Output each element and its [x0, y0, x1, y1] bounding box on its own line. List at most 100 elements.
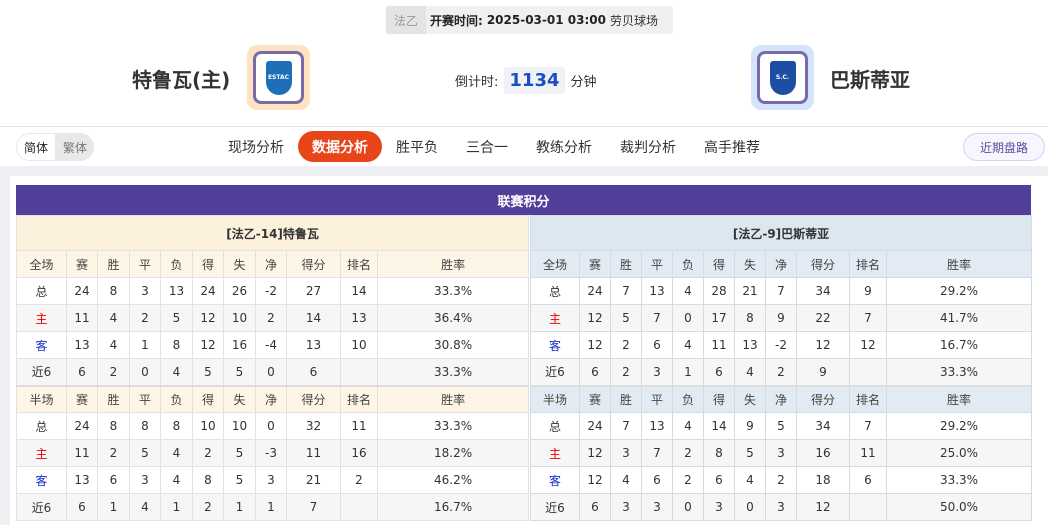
cell: 8 [734, 304, 766, 332]
column-header: 得分 [796, 384, 850, 413]
column-header: 排名 [340, 250, 378, 278]
cell: 14 [286, 304, 341, 332]
cell: 12 [579, 304, 611, 332]
table-row: 总 24 7 13 4 28 21 7 34 9 29.2% [530, 277, 1033, 305]
cell: 4 [734, 466, 766, 494]
column-header: 净 [765, 384, 797, 413]
cell: 33.3% [885, 466, 1033, 494]
cell: 8 [703, 439, 735, 467]
cell: 12 [192, 304, 224, 332]
cell: 50.0% [885, 493, 1033, 521]
cell: 3 [610, 493, 642, 521]
cell [849, 493, 887, 521]
column-header: 胜率 [885, 250, 1033, 278]
cell: 7 [286, 493, 341, 521]
cell: 2 [765, 466, 797, 494]
cell: -4 [255, 331, 287, 359]
column-header: 失 [734, 384, 766, 413]
column-header: 得 [703, 384, 735, 413]
kickoff-time: 2025-03-01 03:00 [486, 13, 606, 27]
column-header: 胜 [610, 250, 642, 278]
cell: 5 [129, 439, 161, 467]
column-header: 得分 [796, 250, 850, 278]
cell: 5 [765, 412, 797, 440]
column-header: 得 [192, 384, 224, 413]
tab-2[interactable]: 数据分析 [298, 131, 382, 162]
simplified-chinese-option[interactable]: 简体 [16, 133, 57, 161]
tab-5[interactable]: 教练分析 [536, 139, 592, 156]
tab-1[interactable]: 现场分析 [228, 139, 284, 156]
team-rank-header: [法乙-14]特鲁瓦 [15, 215, 530, 251]
row-label: 客 [16, 466, 67, 494]
league-label[interactable]: 法乙 [386, 6, 426, 34]
cell: 12 [796, 493, 850, 521]
cell: 10 [340, 331, 378, 359]
table-row: 客 13 6 3 4 8 5 3 21 2 46.2% [16, 466, 530, 494]
language-switch[interactable]: 简体 繁体 [16, 133, 95, 161]
cell: 4 [129, 493, 161, 521]
cell: 4 [160, 358, 193, 386]
cell: 16 [223, 331, 256, 359]
cell: 18 [796, 466, 850, 494]
cell: 7 [641, 304, 673, 332]
table-row: 主 12 3 7 2 8 5 3 16 11 25.0% [530, 439, 1033, 467]
cell: 1 [672, 358, 704, 386]
cell: 7 [610, 277, 642, 305]
cell: 2 [97, 358, 130, 386]
column-header: 赛 [579, 250, 611, 278]
cell: 13 [734, 331, 766, 359]
home-standings-table: [法乙-14]特鲁瓦 全场赛胜平负得失净得分 排名 胜率总 24 8 3 13 24 26 -2 27… [15, 215, 530, 521]
cell [340, 358, 378, 386]
cell: 6 [641, 466, 673, 494]
row-label: 总 [530, 277, 580, 305]
table-row: 主 11 2 5 4 2 5 -3 11 16 18.2% [16, 439, 530, 467]
cell: 6 [703, 466, 735, 494]
table-row: 客 12 2 6 4 11 13 -2 12 12 16.7% [530, 331, 1033, 359]
cell: 8 [192, 466, 224, 494]
cell: 16 [796, 439, 850, 467]
cell: 12 [192, 331, 224, 359]
away-team-name[interactable]: 巴斯蒂亚 [830, 68, 910, 92]
tab-6[interactable]: 裁判分析 [620, 139, 676, 156]
cell: 5 [223, 466, 256, 494]
column-header: 赛 [579, 384, 611, 413]
cell: 5 [734, 439, 766, 467]
cell: 6 [579, 493, 611, 521]
home-team-name[interactable]: 特鲁瓦(主) [132, 68, 231, 92]
cell: 0 [255, 358, 287, 386]
tab-7[interactable]: 高手推荐 [704, 139, 760, 156]
column-header: 净 [765, 250, 797, 278]
cell: 14 [340, 277, 378, 305]
cell: 7 [765, 277, 797, 305]
half-label: 半场 [530, 384, 580, 413]
row-label: 近6 [16, 493, 67, 521]
home-team-logo[interactable]: ESTAC [247, 45, 310, 110]
recent-trend-button[interactable]: 近期盘路 [963, 133, 1045, 161]
estac-crest-icon: ESTAC [265, 60, 292, 95]
column-header: 平 [129, 250, 161, 278]
cell: -3 [255, 439, 287, 467]
column-header: 胜率 [376, 250, 530, 278]
cell: 34 [796, 277, 850, 305]
traditional-chinese-option[interactable]: 繁体 [63, 140, 88, 155]
cell: 8 [129, 412, 161, 440]
cell: 30.8% [376, 331, 530, 359]
cell: 13 [641, 412, 673, 440]
cell: 33.3% [376, 358, 530, 386]
table-row: 客 13 4 1 8 12 16 -4 13 10 30.8% [16, 331, 530, 359]
tab-4[interactable]: 三合一 [466, 139, 508, 156]
row-label: 近6 [530, 358, 580, 386]
row-label: 客 [530, 331, 580, 359]
away-team-logo[interactable]: S.C. [751, 45, 814, 110]
cell: 11 [340, 412, 378, 440]
cell: 29.2% [885, 277, 1033, 305]
cell: 0 [672, 304, 704, 332]
tab-3[interactable]: 胜平负 [396, 139, 438, 156]
table-row: 客 12 4 6 2 6 4 2 18 6 33.3% [530, 466, 1033, 494]
cell: 22 [796, 304, 850, 332]
cell: -2 [255, 277, 287, 305]
column-header: 失 [223, 250, 256, 278]
cell: 24 [579, 412, 611, 440]
cell: 9 [765, 304, 797, 332]
row-label: 总 [16, 412, 67, 440]
